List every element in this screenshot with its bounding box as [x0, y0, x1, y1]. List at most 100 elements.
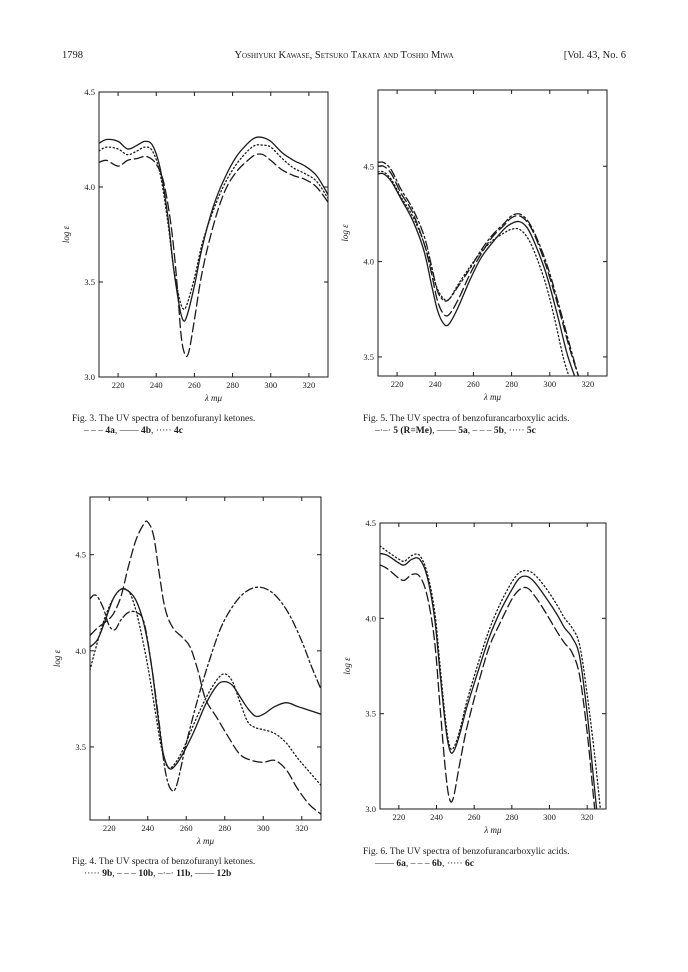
- figure-5-y-tick-label: 3.5: [363, 352, 374, 362]
- figure-4-y-axis-label: log ε: [52, 649, 62, 667]
- figure-3-y-tick-label: 3.0: [84, 372, 95, 382]
- page-number: 1798: [62, 50, 83, 61]
- volume-info: [Vol. 43, No. 6: [563, 50, 626, 61]
- figure-4-legend-label: 9b: [102, 868, 113, 879]
- figure-6-y-tick-label: 4.0: [365, 613, 376, 623]
- figure-6-caption-text: The UV spectra of benzofurancarboxylic a…: [389, 847, 570, 857]
- figure-6-legend-label: 6b: [432, 858, 443, 869]
- figure-4-y-tick-label: 4.0: [75, 646, 86, 656]
- figure-6-series-6a-line: [380, 552, 598, 809]
- figure-5-legend-line-sample: ——: [436, 425, 459, 436]
- figure-6-legend-item: —— 6a,: [375, 858, 411, 869]
- figure-3-x-axis-label: λ mμ: [204, 393, 223, 403]
- figure-6-plot: 220 240 260 280 300 320 3.0 3.5 4.0 4.5 λ mμ log ε: [342, 518, 607, 835]
- figure-4-caption: Fig. 4. The UV spectra of benzofuranyl k…: [72, 857, 340, 880]
- figure-5-legend-label: 5 (R=Me): [393, 425, 433, 436]
- running-header-authors: Yoshiyuki Kawase, Setsuko Takata and Tos…: [0, 50, 688, 61]
- figure-6-x-tick-label: 220: [392, 812, 405, 822]
- figure-6-legend-label: 6a: [396, 858, 406, 869]
- figure-4-series-11b-line: [90, 586, 321, 792]
- figure-5-series-5-r-me--line: [378, 161, 580, 376]
- figure-3-legend-line-sample: ·····: [155, 425, 174, 436]
- figure-3-x-tick-label: 300: [264, 380, 277, 390]
- figure-4-legend-label: 12b: [216, 868, 232, 879]
- figure-5-y-axis-label: log ε: [340, 224, 350, 242]
- figure-3-x-tick-label: 220: [112, 380, 125, 390]
- figure-4-plot: 220 240 260 280 300 320 3.5 4.0 4.5 λ mμ log ε: [52, 496, 322, 846]
- figure-4-y-tick-label: 3.5: [75, 742, 86, 752]
- figure-5-legend-item: ····· 5c: [509, 426, 536, 436]
- figure-5-legend-item: –·–· 5 (R=Me),: [375, 425, 437, 436]
- figure-5-x-tick-label: 240: [429, 379, 442, 389]
- figure-5-x-tick-label: 320: [582, 379, 595, 389]
- figure-4-legend-line-sample: –·–·: [157, 868, 177, 879]
- figure-5-y-tick-label: 4.5: [363, 161, 374, 171]
- figure-6-x-tick-label: 240: [430, 812, 443, 822]
- figure-3-legend-item: ····· 4c: [156, 426, 183, 436]
- figure-4-legend-line-sample: ——: [195, 868, 217, 879]
- figure-4-x-tick-label: 260: [180, 823, 193, 833]
- figure-3-x-tick-label: 280: [226, 380, 239, 390]
- figure-3-legend-item: – – – 4a,: [84, 425, 120, 436]
- figure-3-legend-line-sample: – – –: [84, 425, 106, 436]
- figure-3-series-4b-line: [99, 136, 328, 322]
- figure-3-legend-label: 4b: [141, 425, 152, 436]
- figure-5-legend-label: 5c: [526, 425, 536, 436]
- figure-5-x-axis-label: λ mμ: [483, 392, 502, 402]
- figure-6-x-tick-label: 320: [581, 812, 594, 822]
- figure-3-plot: 220 240 260 280 300 320 3.0 3.5 4.0 4.5 λ mμ log ε: [61, 87, 329, 403]
- figure-5-legend-label: 5a: [458, 425, 468, 436]
- figure-6-x-axis-label: λ mμ: [483, 825, 502, 835]
- figure-5-plot: 220 240 260 280 300 320 3.5 4.0 4.5 λ mμ log ε: [340, 89, 608, 402]
- figure-3-y-tick-label: 3.5: [84, 277, 95, 287]
- figure-4-legend-item: ····· 9b,: [84, 868, 117, 879]
- figure-3-legend-label: 4c: [174, 425, 183, 436]
- figure-4-legend-line-sample: ·····: [84, 868, 103, 879]
- figure-4-series-12b-line: [90, 588, 321, 770]
- authors-text: Yoshiyuki Kawase, Setsuko Takata and Tos…: [234, 50, 454, 61]
- figure-5-x-tick-label: 260: [467, 379, 480, 389]
- figure-4-y-tick-label: 4.5: [75, 550, 86, 560]
- figure-4-legend-item: –·–· 11b,: [157, 868, 196, 879]
- figure-3-x-tick-label: 320: [303, 380, 316, 390]
- figure-4-caption-label: Fig. 4.: [72, 857, 99, 867]
- figure-5-series-5b-line: [378, 165, 580, 376]
- figure-5-caption-label: Fig. 5.: [363, 414, 390, 424]
- figure-4-x-tick-label: 300: [257, 823, 270, 833]
- figure-4-legend-label: 11b: [176, 868, 191, 879]
- figure-6-y-tick-label: 3.0: [365, 804, 376, 814]
- figure-3-legend-label: 4a: [105, 425, 115, 436]
- figure-4-legend: ····· 9b, – – – 10b, –·–· 11b, —— 12b: [72, 869, 340, 881]
- figure-4-legend-item: —— 12b: [195, 869, 231, 879]
- figure-6-legend-line-sample: – – –: [410, 858, 432, 869]
- figure-5-legend-item: —— 5a,: [436, 425, 473, 436]
- figure-4-series-10b-line: [90, 520, 321, 815]
- figure-6-legend-item: – – – 6b,: [410, 858, 447, 869]
- figure-3-series-4c-line: [99, 144, 328, 310]
- figure-4-legend-label: 10b: [138, 868, 154, 879]
- figure-5-legend: –·–· 5 (R=Me), —— 5a, – – – 5b, ····· 5c: [363, 426, 625, 438]
- figure-6-series-6c-line: [380, 545, 602, 809]
- figure-6-legend-label: 6c: [465, 858, 474, 869]
- figure-6-y-axis-label: log ε: [342, 657, 352, 675]
- figure-6-y-tick-label: 4.5: [365, 518, 376, 528]
- figure-6-x-tick-label: 280: [505, 812, 518, 822]
- figure-6-frame: [379, 522, 607, 810]
- figure-4-legend-line-sample: – – –: [117, 868, 139, 879]
- figure-3-x-tick-label: 260: [188, 380, 201, 390]
- figure-5-legend-line-sample: – – –: [472, 425, 494, 436]
- figure-4-x-axis-label: λ mμ: [196, 836, 215, 846]
- figure-3-x-tick-label: 240: [150, 380, 163, 390]
- figure-3-legend: – – – 4a, —— 4b, ····· 4c: [72, 426, 340, 438]
- figure-6-legend-item: ····· 6c: [447, 859, 474, 869]
- figure-3-legend-item: —— 4b,: [119, 425, 156, 436]
- figure-5-frame: [377, 89, 608, 377]
- figure-5-caption: Fig. 5. The UV spectra of benzofurancarb…: [363, 414, 625, 437]
- figure-4-x-tick-label: 240: [141, 823, 154, 833]
- figure-3-caption-label: Fig. 3.: [72, 414, 99, 424]
- figure-4-x-tick-label: 280: [218, 823, 231, 833]
- figure-3-y-tick-label: 4.5: [84, 87, 95, 97]
- figure-5-legend-item: – – – 5b,: [472, 425, 509, 436]
- figure-6-legend-line-sample: ·····: [446, 858, 465, 869]
